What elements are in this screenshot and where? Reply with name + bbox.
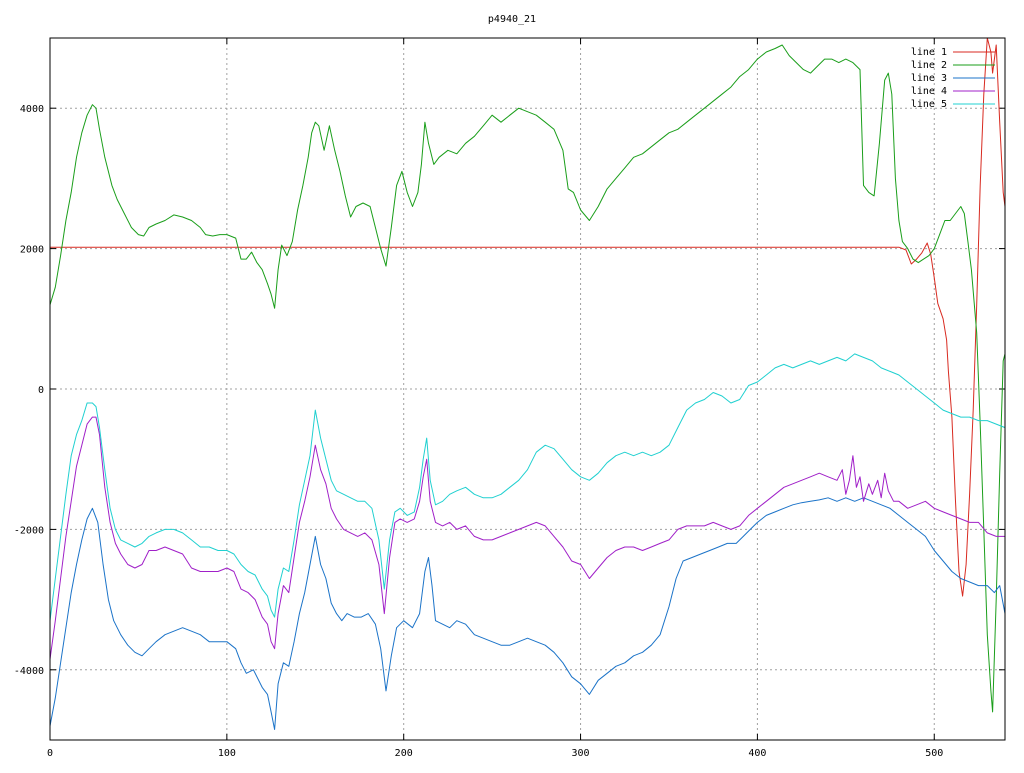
series-line-3	[50, 497, 1005, 730]
x-tick-label: 0	[47, 748, 53, 759]
x-tick-label: 500	[925, 748, 943, 759]
legend: line 1 line 2 line 3 line 4 line 5	[911, 47, 995, 110]
x-tick-label: 100	[218, 748, 236, 759]
chart-title: p4940_21	[488, 14, 536, 25]
y-tick-label: -2000	[14, 525, 44, 536]
legend-label: line 5	[911, 99, 947, 110]
legend-label: line 4	[911, 86, 947, 97]
x-tick-label: 300	[572, 748, 590, 759]
series-line-2	[50, 44, 1005, 713]
x-tick-label: 400	[748, 748, 766, 759]
tick-layer: 0 100 200 300 400 500 -4000 -2000 0 2000 4000	[14, 38, 1005, 759]
y-tick-label: 4000	[20, 104, 44, 115]
legend-label: line 1	[911, 47, 947, 58]
series-line-4	[50, 416, 1005, 660]
legend-label: line 3	[911, 73, 947, 84]
series-line-5	[50, 353, 1005, 621]
y-tick-label: 0	[38, 385, 44, 396]
series-layer	[50, 38, 1005, 730]
x-tick-label: 200	[395, 748, 413, 759]
legend-label: line 2	[911, 60, 947, 71]
grid-layer	[50, 38, 1005, 740]
y-tick-label: 2000	[20, 245, 44, 256]
plot-border	[49, 37, 1006, 741]
y-tick-label: -4000	[14, 666, 44, 677]
series-line-1	[50, 38, 1005, 597]
